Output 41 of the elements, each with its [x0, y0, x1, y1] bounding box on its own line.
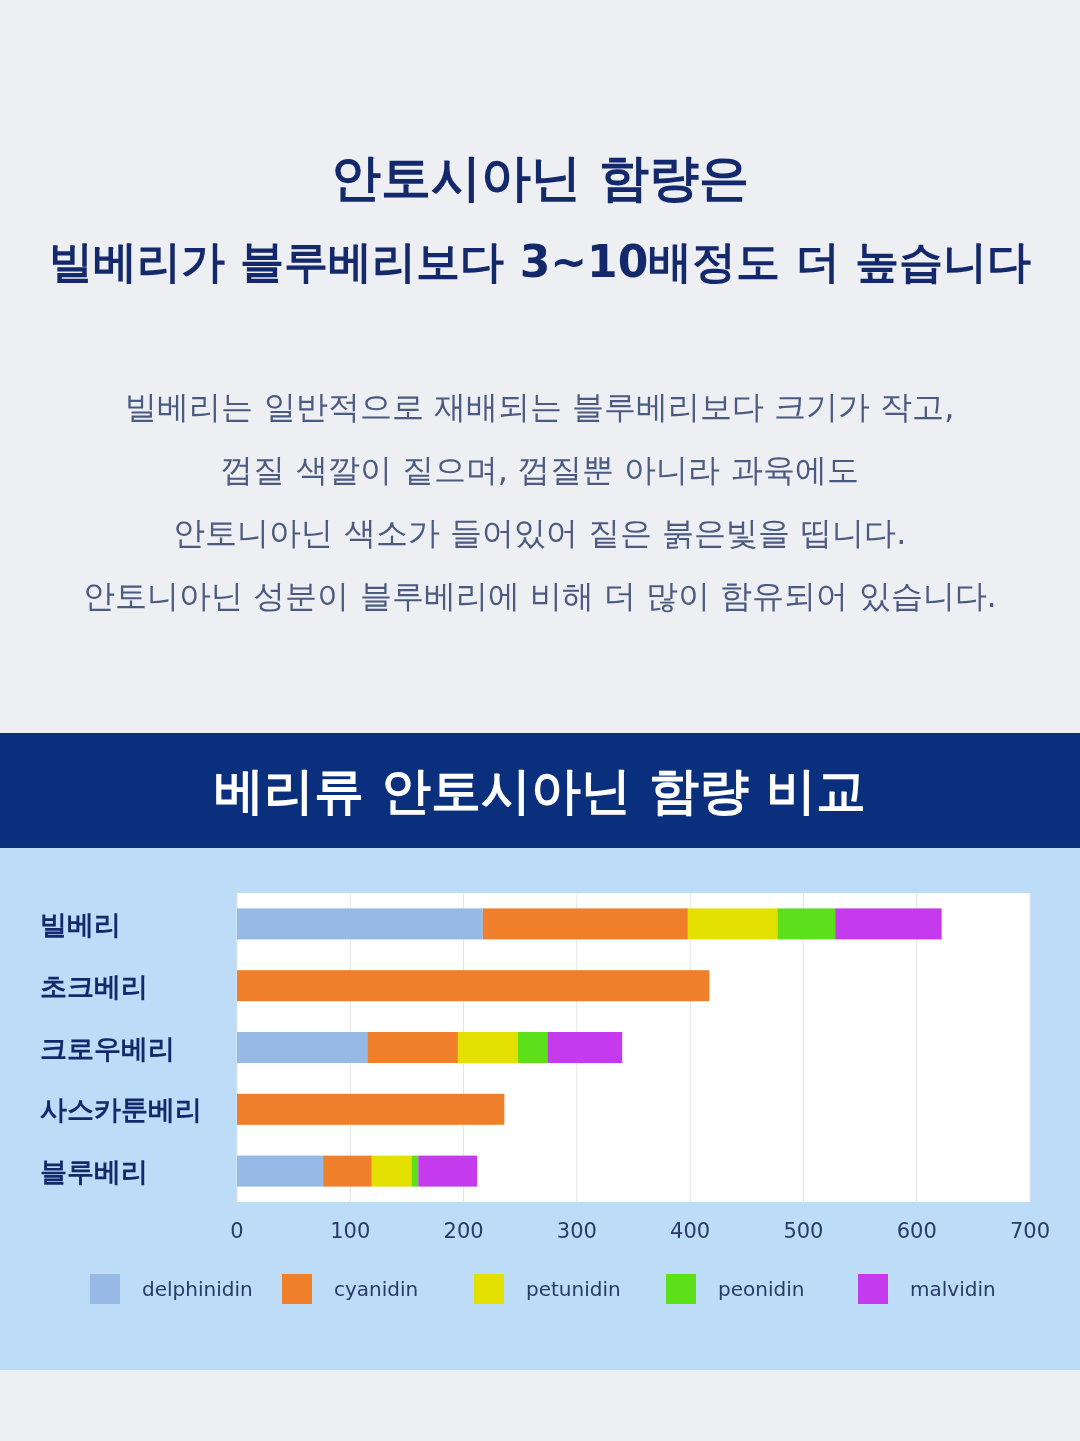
- x-tick-label: 400: [670, 1219, 711, 1243]
- bar: [687, 908, 778, 940]
- legend-label: malvidin: [910, 1277, 996, 1301]
- x-tick-label: 300: [556, 1219, 597, 1243]
- x-tick-label: 0: [230, 1219, 244, 1243]
- chart-subtitle: 베리류 안토시아닌 함량 비교: [213, 762, 867, 820]
- text: 껍질 색깔이 짙으며, 껍질뿐 아니라 과육에도: [221, 451, 859, 489]
- bar: [237, 908, 483, 940]
- legend-label: delphinidin: [142, 1277, 253, 1301]
- y-tick-label: 초크베리: [40, 970, 148, 1002]
- bar: [237, 1032, 368, 1063]
- text: 빌베리는 일반적으로 재배되는 블루베리보다 크기가 작고,: [125, 388, 955, 426]
- bar: [371, 1155, 412, 1187]
- x-tick-label: 700: [1009, 1219, 1051, 1243]
- y-tick-label: 사스카툰베리: [40, 1094, 202, 1126]
- chart-title: 안토시아닌 함량은 빌베리가 블루베리보다 3~10배정도 더 높습니다: [49, 149, 1031, 287]
- legend-label: peonidin: [718, 1277, 805, 1301]
- text: 안토니아닌 색소가 들어있어 짙은 붉은빛을 띱니다.: [173, 514, 907, 552]
- legend-label: cyanidin: [334, 1277, 419, 1301]
- bar: [482, 908, 688, 940]
- bar: [517, 1032, 548, 1063]
- bar: [237, 1155, 324, 1187]
- bar: [835, 908, 942, 940]
- bar: [777, 908, 836, 940]
- x-tick-label: 600: [896, 1219, 937, 1243]
- bar: [411, 1155, 419, 1187]
- y-tick-label: 빌베리: [40, 908, 121, 940]
- bar: [457, 1032, 518, 1063]
- x-tick-label: 500: [783, 1219, 824, 1243]
- bar: [547, 1032, 623, 1063]
- legend-label: petunidin: [526, 1277, 621, 1301]
- text: 안토니아닌 성분이 블루베리에 비해 더 많이 함유되어 있습니다.: [83, 577, 997, 615]
- x-tick-label: 200: [443, 1219, 484, 1243]
- bar: [237, 1093, 505, 1125]
- x-tick-label: 100: [330, 1219, 371, 1243]
- y-tick-label: 블루베리: [40, 1156, 148, 1188]
- bar: [237, 970, 710, 1002]
- y-tick-label: 크로우베리: [40, 1032, 175, 1064]
- bar: [367, 1032, 458, 1063]
- bar: [323, 1155, 372, 1187]
- bar: [418, 1155, 478, 1187]
